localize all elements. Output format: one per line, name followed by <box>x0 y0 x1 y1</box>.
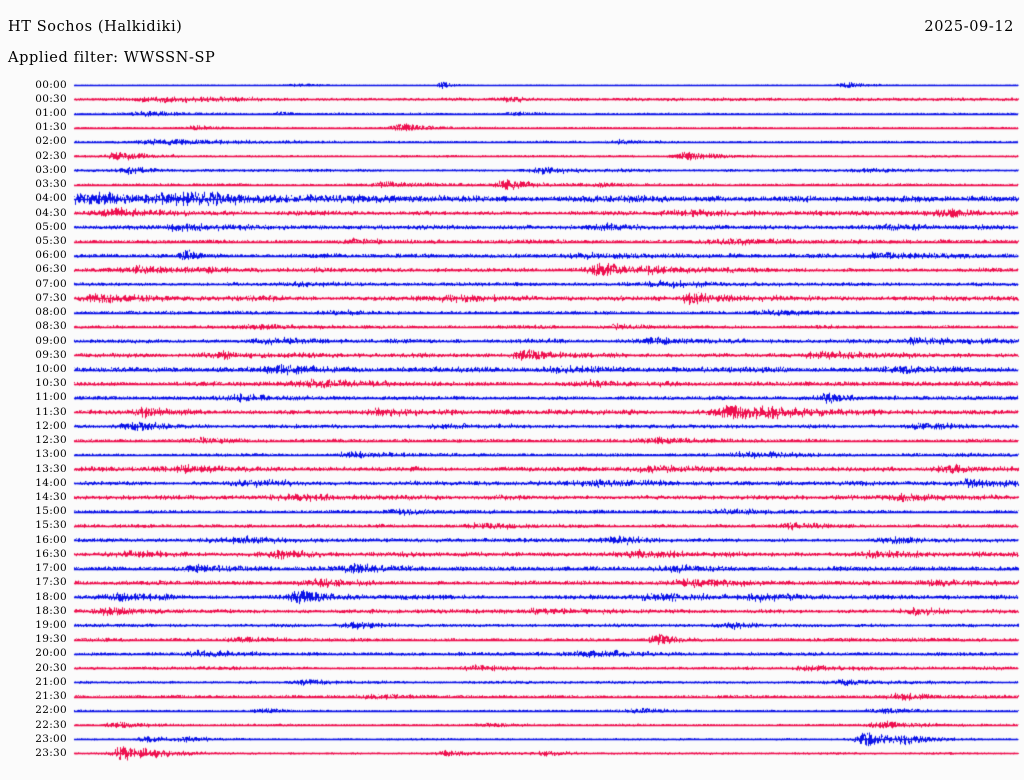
time-label: 18:30 <box>35 604 67 617</box>
time-label: 19:00 <box>35 618 67 631</box>
time-label: 22:00 <box>35 704 67 717</box>
time-label: 16:30 <box>35 547 67 560</box>
time-label: 15:30 <box>35 519 67 532</box>
time-label: 01:00 <box>35 107 67 120</box>
time-label: 13:00 <box>35 448 67 461</box>
time-label: 21:30 <box>35 690 67 703</box>
time-label: 04:00 <box>35 192 67 205</box>
time-label: 04:30 <box>35 206 67 219</box>
time-label: 09:30 <box>35 348 67 361</box>
time-label: 11:30 <box>35 405 67 418</box>
time-label: 23:30 <box>35 746 67 759</box>
time-label: 02:00 <box>35 135 67 148</box>
time-label: 23:00 <box>35 732 67 745</box>
time-label: 05:30 <box>35 235 67 248</box>
time-label: 22:30 <box>35 718 67 731</box>
time-label: 14:30 <box>35 490 67 503</box>
time-label: 07:00 <box>35 277 67 290</box>
time-label: 06:00 <box>35 249 67 262</box>
time-label: 18:00 <box>35 590 67 603</box>
time-label: 10:00 <box>35 363 67 375</box>
time-label: 06:30 <box>35 263 67 276</box>
time-label: 20:30 <box>35 661 67 674</box>
time-label: 21:00 <box>35 675 67 688</box>
time-label: 08:30 <box>35 320 67 333</box>
time-label: 20:00 <box>35 647 67 660</box>
time-label: 17:00 <box>35 562 67 575</box>
time-label: 08:00 <box>35 306 67 319</box>
time-label: 12:00 <box>35 419 67 432</box>
time-label: 03:00 <box>35 163 67 176</box>
time-label: 17:30 <box>35 576 67 589</box>
time-label: 09:00 <box>35 334 67 347</box>
time-label: 16:00 <box>35 533 67 546</box>
time-label: 02:30 <box>35 149 67 162</box>
time-label: 10:30 <box>35 377 67 390</box>
time-label: 15:00 <box>35 505 67 518</box>
time-label: 11:00 <box>35 391 67 404</box>
time-label: 07:30 <box>35 291 67 304</box>
record-date: 2025-09-12 <box>924 19 1014 35</box>
time-label: 13:30 <box>35 462 67 475</box>
time-label: 14:00 <box>35 476 67 489</box>
time-label: 01:30 <box>35 121 67 134</box>
time-label: 05:00 <box>35 220 67 233</box>
time-label: 12:30 <box>35 434 67 447</box>
helicorder-plot: 00:00 00:30 01:00 01:30 02:00 02:30 03:00 03:30… <box>0 78 1024 778</box>
time-axis-labels: 00:00 00:30 01:00 01:30 02:00 02:30 03:00 03:30… <box>0 78 72 778</box>
time-label: 00:00 <box>35 78 67 91</box>
page-title: HT Sochos (Halkidiki) <box>8 19 183 35</box>
seismogram-traces <box>0 78 1024 778</box>
time-label: 00:30 <box>35 92 67 105</box>
applied-filter-label: Applied filter: WWSSN-SP <box>8 50 216 66</box>
time-label: 03:30 <box>35 178 67 191</box>
time-label: 19:30 <box>35 633 67 646</box>
